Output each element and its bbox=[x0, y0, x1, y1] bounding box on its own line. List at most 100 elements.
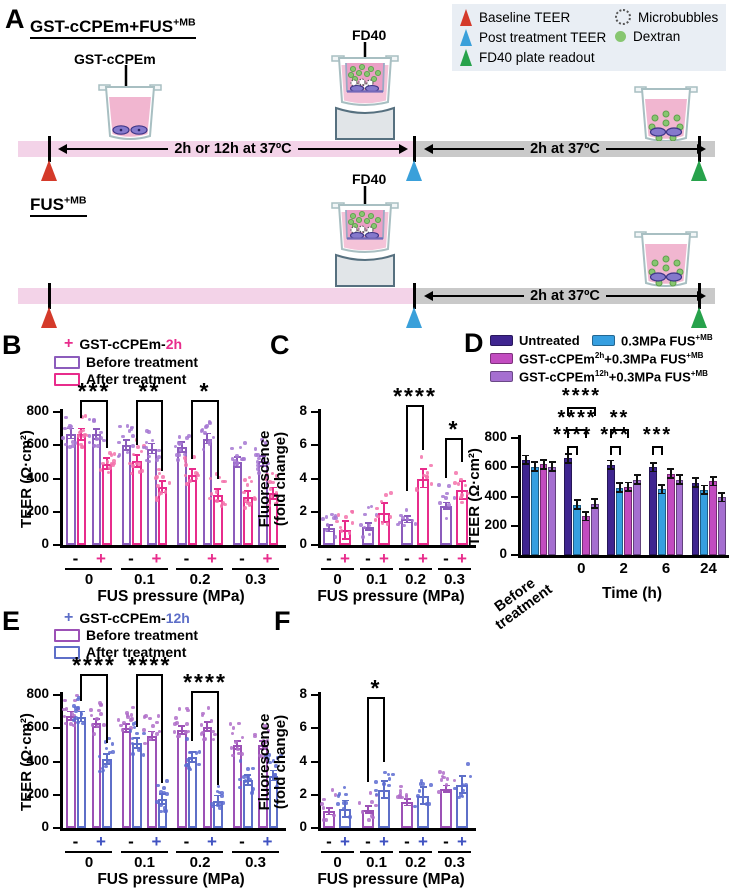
error-bar-cap bbox=[341, 519, 349, 522]
scatter-dot bbox=[400, 795, 404, 800]
error-bar-cap bbox=[633, 483, 641, 485]
scatter-dot bbox=[259, 754, 263, 758]
error-bar bbox=[576, 500, 579, 509]
error-bar-cap bbox=[442, 501, 450, 504]
scatter-dot bbox=[264, 477, 269, 481]
scatter-dot bbox=[155, 498, 159, 502]
bar bbox=[232, 461, 242, 545]
scatter-dot bbox=[416, 794, 420, 798]
error-bar-cap bbox=[259, 748, 267, 750]
error-bar bbox=[180, 441, 183, 452]
scatter-dot bbox=[156, 714, 161, 718]
significance-bracket-leg bbox=[406, 404, 408, 492]
legend-time: 2h bbox=[165, 336, 183, 352]
panel-e-legend-before: Before treatment bbox=[54, 627, 198, 643]
scatter-dot bbox=[399, 513, 403, 518]
bar bbox=[718, 497, 726, 555]
error-bar bbox=[328, 525, 330, 532]
significance-bracket bbox=[192, 400, 218, 403]
error-bar bbox=[636, 475, 639, 485]
scatter-dot bbox=[398, 795, 402, 799]
significance-bracket-leg bbox=[584, 429, 587, 439]
significance-stars: ** bbox=[138, 378, 161, 405]
error-bar-cap bbox=[616, 491, 623, 493]
scatter-dot bbox=[111, 750, 115, 754]
bar bbox=[666, 473, 675, 555]
y-tick bbox=[311, 544, 318, 546]
significance-stars: **** bbox=[127, 652, 172, 679]
scatter-dot bbox=[453, 786, 457, 791]
bar bbox=[633, 479, 641, 555]
scatter-dot bbox=[74, 709, 78, 713]
scatter-dot bbox=[177, 453, 181, 457]
panel-e-legend-title: + GST-cCPEm-12h bbox=[64, 609, 190, 627]
significance-bracket-leg bbox=[609, 429, 612, 439]
significance-bracket-leg bbox=[593, 407, 596, 417]
scatter-dot bbox=[81, 721, 85, 726]
arrowhead-left-icon bbox=[424, 144, 433, 154]
scatter-dot bbox=[385, 522, 390, 527]
scatter-dot bbox=[404, 795, 409, 799]
error-bar-cap bbox=[458, 498, 466, 501]
scatter-dot bbox=[274, 490, 279, 495]
error-bar-cap bbox=[188, 479, 196, 482]
x-axis-title: FUS pressure (MPa) bbox=[97, 588, 245, 605]
scatter-dot bbox=[251, 766, 256, 771]
scatter-dot bbox=[108, 750, 113, 755]
scatter-dot bbox=[156, 484, 160, 488]
legend-item-post: Post treatment TEER bbox=[460, 29, 606, 46]
arrow-line bbox=[433, 294, 525, 298]
scatter-dot bbox=[125, 424, 130, 429]
scatter-dot bbox=[71, 440, 76, 444]
y-tick bbox=[311, 444, 318, 447]
scatter-dot bbox=[418, 782, 423, 786]
fd40-readout-marker bbox=[691, 307, 707, 328]
error-bar-cap bbox=[616, 482, 623, 485]
scatter-dot bbox=[211, 804, 215, 809]
error-bar-cap bbox=[364, 529, 372, 531]
error-bar bbox=[694, 478, 697, 487]
scatter-dot bbox=[144, 458, 149, 463]
scatter-dot bbox=[438, 501, 442, 506]
scatter-dot bbox=[62, 714, 67, 719]
scatter-dot bbox=[131, 444, 135, 448]
scatter-dot bbox=[404, 792, 409, 797]
scatter-dot bbox=[257, 471, 262, 475]
scatter-dot bbox=[321, 806, 326, 810]
scatter-dot bbox=[230, 446, 235, 451]
scatter-dot bbox=[341, 806, 346, 811]
fus-mb-swatch bbox=[592, 335, 615, 347]
error-bar-cap bbox=[244, 783, 252, 786]
significance-stars: **** bbox=[393, 382, 437, 409]
error-bar-cap bbox=[244, 773, 252, 776]
scatter-dot bbox=[374, 792, 379, 797]
y-axis bbox=[318, 692, 321, 828]
error-bar bbox=[246, 774, 249, 785]
y-tick-label: 0 bbox=[499, 546, 507, 561]
y-tick-label: 200 bbox=[26, 785, 49, 801]
scatter-dot bbox=[214, 471, 219, 476]
bar bbox=[530, 466, 539, 555]
scatter-dot bbox=[376, 514, 380, 519]
scatter-dot bbox=[410, 518, 415, 523]
scatter-dot bbox=[374, 803, 378, 808]
legend-label: FD40 plate readout bbox=[479, 50, 595, 65]
scatter-dot bbox=[192, 455, 196, 459]
fd40-readout-icon bbox=[460, 49, 472, 66]
scatter-dot bbox=[373, 788, 378, 793]
before-treatment-swatch bbox=[54, 355, 80, 369]
y-tick-label: 800 bbox=[26, 403, 49, 418]
scatter-dot bbox=[348, 815, 353, 819]
error-bar bbox=[567, 454, 570, 463]
scatter-dot bbox=[72, 718, 76, 722]
legend-item-baseline: Baseline TEER bbox=[460, 9, 570, 26]
error-bar bbox=[161, 793, 164, 804]
scatter-dot bbox=[63, 426, 67, 431]
x-axis bbox=[318, 545, 476, 548]
scatter-dot bbox=[398, 788, 403, 793]
scatter-dot bbox=[222, 479, 227, 484]
y-tick-label: 400 bbox=[484, 487, 507, 503]
error-bar bbox=[445, 785, 447, 793]
error-bar bbox=[609, 460, 612, 470]
scatter-dot bbox=[91, 443, 96, 448]
